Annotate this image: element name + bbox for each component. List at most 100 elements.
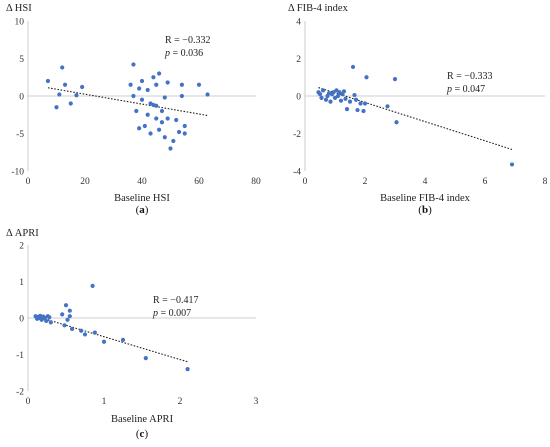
panel-b-data-point <box>317 92 323 97</box>
panel-a-data-point <box>182 123 187 129</box>
panel-c-data-point <box>101 339 107 344</box>
panel-b-data-point <box>364 75 369 80</box>
panel-c-data-point <box>44 318 49 324</box>
panel-b-data-point <box>347 99 353 104</box>
panel-a-data-point <box>154 116 159 121</box>
panel-b-xtick-label: 0 <box>303 177 308 187</box>
panel-a-xtick-label: 20 <box>80 177 90 187</box>
panel-c-x-axis-label: Baseline APRI <box>111 414 174 425</box>
panel-b-data-point <box>335 93 341 99</box>
panel-c-data-point <box>39 317 44 322</box>
panel-c-data-point <box>90 283 95 288</box>
panel-b-data-point <box>352 92 357 98</box>
panel-b-data-point <box>509 162 515 167</box>
panel-b-caption: (b) <box>418 204 432 216</box>
panel-c-xtick-label: 2 <box>178 397 183 407</box>
panel-b-data-point <box>323 97 329 102</box>
panel-a-data-point <box>176 129 182 135</box>
panel-c-trendline <box>35 315 188 363</box>
panel-c-data-point <box>120 337 126 342</box>
panel-a-data-point <box>128 82 133 87</box>
panel-a-data-point <box>54 105 59 110</box>
panel-a-data-point <box>148 131 153 136</box>
panel-c-correlation-r: R = −0.417 <box>153 295 198 306</box>
panel-a-data-point <box>157 127 162 132</box>
panel-c-data-point <box>82 332 88 337</box>
panel-a-data-point <box>62 82 68 87</box>
panel-a-ytick-label: 0 <box>19 93 24 103</box>
panel-b-data-point <box>320 88 326 93</box>
panel-c-data-point <box>67 308 72 313</box>
panel-a-data-point <box>179 93 184 99</box>
panel-a-data-point <box>134 108 139 114</box>
panel-c-y-axis-label: Δ APRI <box>6 228 39 239</box>
panel-b-xtick-label: 4 <box>423 177 428 187</box>
panel-c: -2 -1 0 1 2 0 1 2 3 R = −0.417 p = 0.007 Δ APRI Base… <box>6 228 259 440</box>
panel-b-y-axis-label: Δ FIB-4 index <box>288 3 349 14</box>
panel-b-correlation-r: R = −0.333 <box>447 71 492 82</box>
panel-c-ytick-label: 1 <box>19 278 24 288</box>
panel-c-ytick-label: 0 <box>19 315 24 325</box>
panel-c-caption: (c) <box>136 428 149 440</box>
panel-a-data-point <box>131 62 136 67</box>
panel-a-ytick-label: 5 <box>19 55 24 65</box>
panel-a-p-value: p = 0.036 <box>164 48 203 59</box>
panel-a-data-point <box>159 108 165 114</box>
panel-c-data-point <box>79 328 84 333</box>
panel-b-xtick-label: 8 <box>543 177 548 187</box>
panel-a-data-point <box>45 78 51 84</box>
panel-c-p-value: p = 0.007 <box>152 308 191 319</box>
panel-b-data-point <box>344 107 350 112</box>
panel-b-ytick-label: -4 <box>293 168 301 178</box>
panel-a-data-point <box>154 82 159 87</box>
panel-c-ytick-label: 2 <box>19 242 24 252</box>
panel-b-ytick-label: 0 <box>296 93 301 103</box>
panel-a-data-point <box>162 135 167 140</box>
panel-b-data-point <box>362 101 368 106</box>
panel-a-data-point <box>139 78 145 84</box>
panel-a-xtick-label: 80 <box>251 177 261 187</box>
panel-a-data-point <box>145 112 150 117</box>
panel-b-data-point <box>343 96 348 101</box>
panel-b-data-point <box>353 97 359 102</box>
panel-a-data-point <box>162 95 167 100</box>
panel-a-caption: (a) <box>136 204 149 216</box>
panel-a-xtick-label: 0 <box>26 177 31 187</box>
panel-b-ytick-label: 2 <box>296 55 301 65</box>
panel-a-data-point <box>168 146 173 151</box>
panel-b-data-point <box>338 98 344 103</box>
panel-b-data-point <box>350 64 356 70</box>
panel-b-data-point <box>392 77 398 82</box>
panel-c-data-point <box>67 314 72 319</box>
panel-a-data-point <box>131 93 136 99</box>
panel-a-ytick-label: -10 <box>11 168 24 178</box>
panel-a-data-point <box>68 101 73 106</box>
panel-c-data-point <box>185 367 190 372</box>
panel-b-data-point <box>331 90 336 95</box>
panel-c-data-point <box>143 356 148 361</box>
panel-a-data-point <box>165 80 170 85</box>
panel-a-data-point <box>80 84 85 90</box>
panel-b-x-axis-label: Baseline FIB-4 index <box>380 193 471 204</box>
panel-a-data-point <box>151 75 156 80</box>
panel-a-data-point <box>182 131 187 136</box>
panel-a-data-point <box>60 65 65 70</box>
panel-b: -4 -2 0 2 4 0 2 4 6 8 R = −0.333 p = 0.047 Δ FIB-4 i… <box>288 3 548 216</box>
panel-a-xtick-label: 40 <box>137 177 147 187</box>
panel-a-correlation-r: R = −0.332 <box>165 35 210 46</box>
panel-a-trendline <box>47 87 208 117</box>
panel-c-data-point <box>69 326 75 332</box>
panel-c-xtick-label: 0 <box>26 397 31 407</box>
panel-b-data-point <box>394 120 399 125</box>
panel-c-xtick-label: 1 <box>102 397 107 407</box>
panel-b-data-point <box>341 89 347 94</box>
panel-a-data-point <box>157 71 162 76</box>
panel-a-data-point <box>205 92 210 97</box>
panel-a-data-point <box>174 117 179 123</box>
panel-b-trendline <box>318 87 513 150</box>
panel-a: -10 -5 0 5 10 0 20 40 60 80 R = −0.332 p = 0.036 Δ H… <box>6 3 261 216</box>
panel-a-data-point <box>165 116 170 121</box>
panel-a-data-point <box>142 123 147 129</box>
panel-c-xtick-label: 3 <box>254 397 259 407</box>
